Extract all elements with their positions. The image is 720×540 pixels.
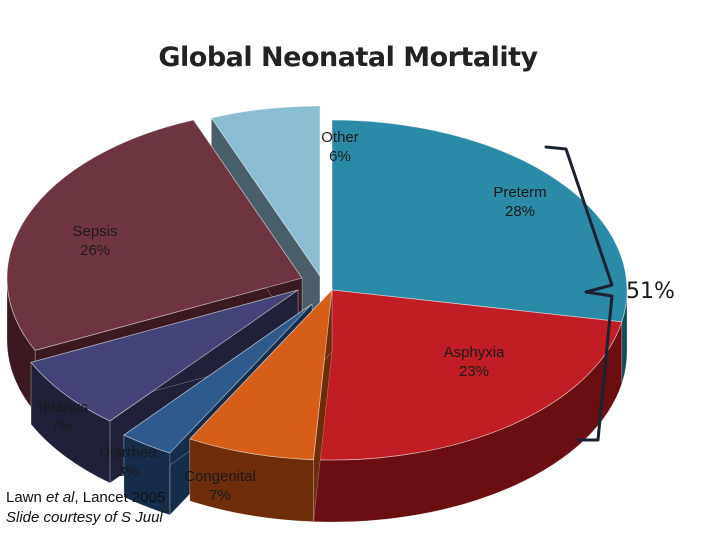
slice-asphyxia: [313, 289, 623, 523]
slice-label-congenital: Congenital 7%: [184, 468, 256, 504]
slice-label-sepsis: Sepsis 26%: [72, 223, 117, 259]
bracket-label: 51%: [626, 279, 675, 304]
citation: Lawn et al, Lancet 2005 Slide courtesy o…: [6, 488, 165, 528]
slice-label-other: Other 6%: [321, 129, 359, 165]
citation-credit: Slide courtesy of S Juul: [6, 509, 163, 526]
slice-congenital: [189, 288, 333, 522]
citation-source: Lawn et al, Lancet 2005: [6, 489, 166, 506]
slice-label-asphyxia: Asphyxia 23%: [444, 344, 506, 380]
bracket-line: [544, 145, 614, 442]
chart-title: Global Neonatal Mortality: [158, 42, 538, 73]
slice-label-diarrhea: Diarrhea 3%: [99, 444, 157, 480]
slice-label-preterm: Preterm 28%: [493, 184, 546, 220]
slice-label-tetanus: Tetanus 7%: [36, 399, 89, 435]
